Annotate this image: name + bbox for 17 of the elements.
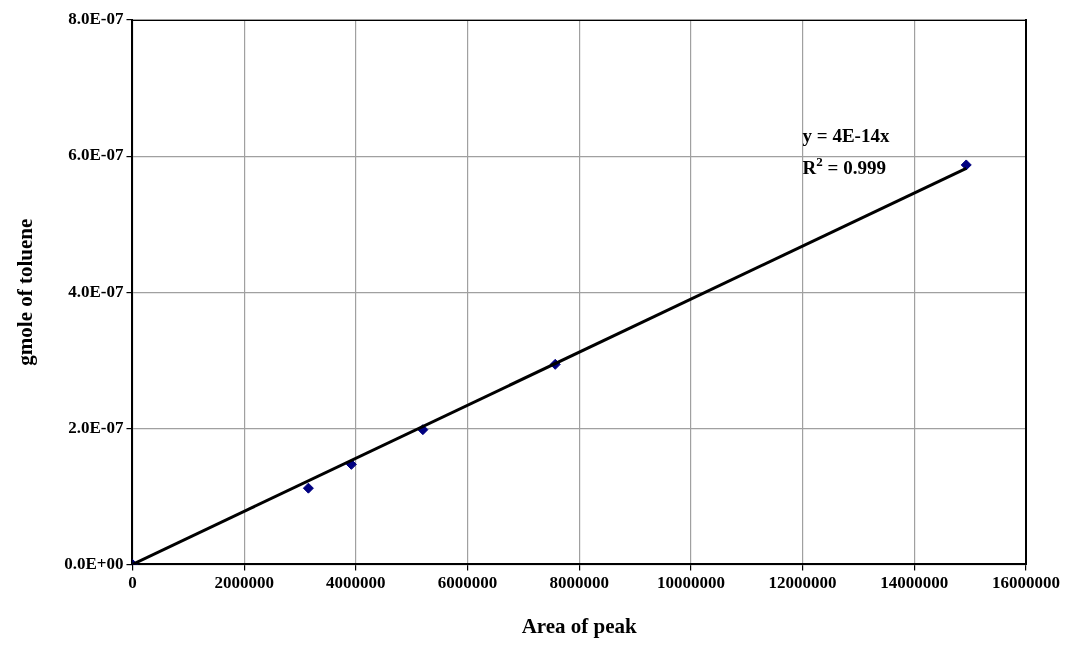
- y-tick-label: 0.0E+00: [64, 553, 124, 573]
- y-tick-label: 2.0E-07: [68, 417, 124, 437]
- x-tick-label: 2000000: [214, 572, 274, 592]
- x-tick-label: 12000000: [768, 572, 837, 592]
- y-tick-label: 6.0E-07: [68, 145, 124, 165]
- x-tick-label: 10000000: [656, 572, 725, 592]
- annotation: y = 4E-14x: [802, 125, 890, 146]
- x-tick-label: 8000000: [549, 572, 609, 592]
- x-tick-label: 4000000: [326, 572, 386, 592]
- x-tick-label: 6000000: [437, 572, 498, 592]
- x-tick-label: 14000000: [880, 572, 949, 592]
- x-axis-title: Area of peak: [521, 613, 638, 638]
- x-tick-label: 0: [128, 572, 137, 592]
- x-tick-label: 16000000: [992, 572, 1060, 592]
- y-axis-title: gmole of toluene: [13, 218, 38, 366]
- y-tick-label: 8.0E-07: [68, 9, 124, 29]
- y-tick-label: 4.0E-07: [68, 281, 124, 301]
